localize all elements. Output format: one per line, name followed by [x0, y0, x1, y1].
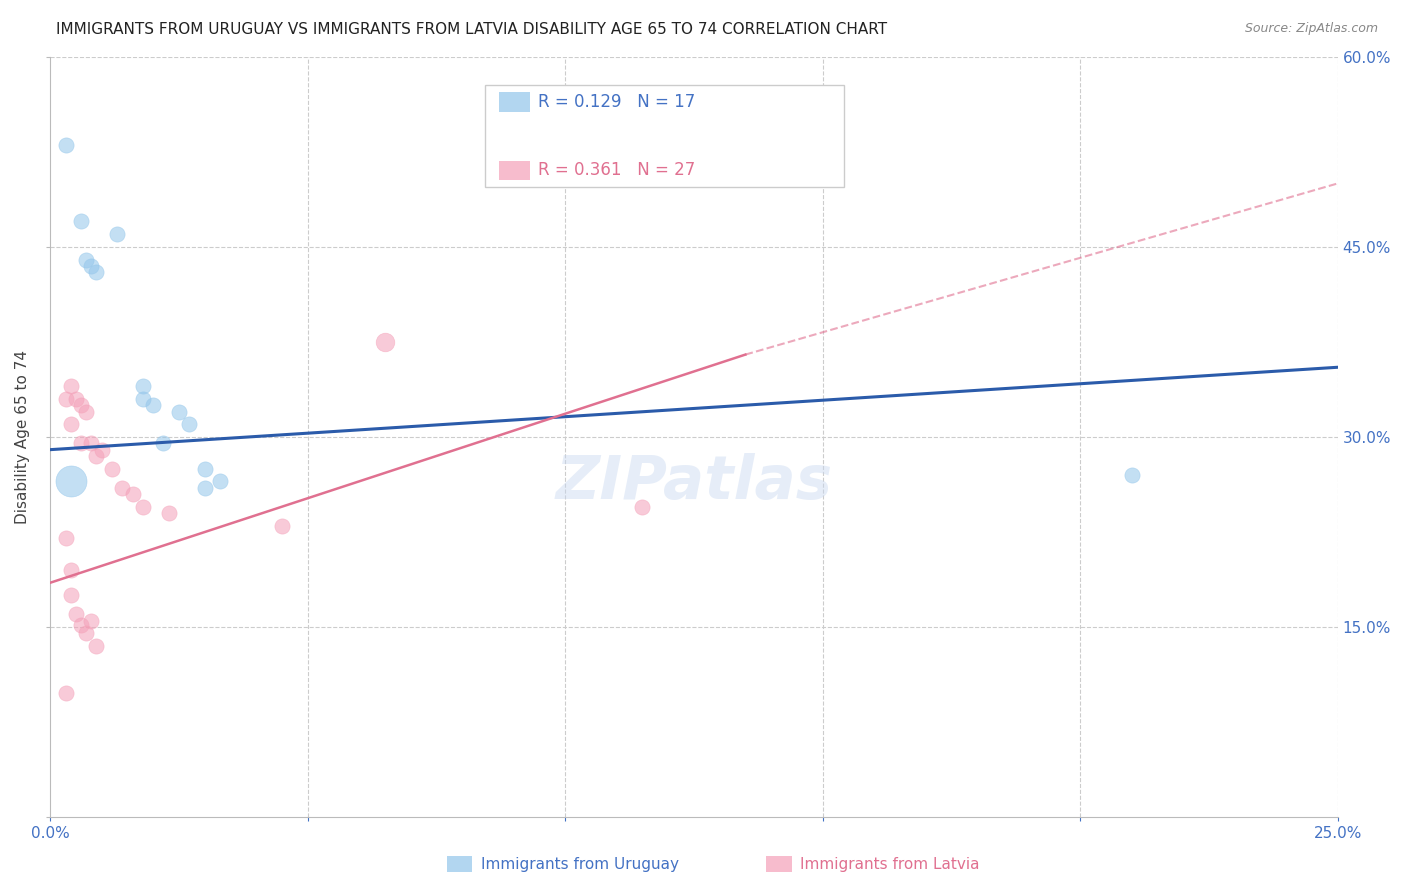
- Point: [105, 227, 128, 242]
- Point: [70, 436, 93, 450]
- Point: [75, 404, 97, 418]
- Point: [121, 487, 143, 501]
- Point: [55, 138, 77, 153]
- Point: [167, 404, 190, 418]
- Point: [374, 334, 396, 349]
- Point: [90, 442, 112, 457]
- Point: [65, 392, 87, 406]
- Text: R = 0.129   N = 17: R = 0.129 N = 17: [538, 93, 696, 111]
- Point: [209, 475, 232, 489]
- Point: [86, 449, 108, 463]
- Point: [70, 617, 93, 632]
- Point: [55, 686, 77, 700]
- Point: [70, 214, 93, 228]
- Point: [179, 417, 201, 432]
- Point: [101, 461, 124, 475]
- Point: [59, 563, 82, 577]
- Point: [59, 589, 82, 603]
- Point: [75, 626, 97, 640]
- Point: [631, 500, 654, 514]
- Text: IMMIGRANTS FROM URUGUAY VS IMMIGRANTS FROM LATVIA DISABILITY AGE 65 TO 74 CORREL: IMMIGRANTS FROM URUGUAY VS IMMIGRANTS FR…: [56, 22, 887, 37]
- Point: [55, 532, 77, 546]
- Text: Source: ZipAtlas.com: Source: ZipAtlas.com: [1244, 22, 1378, 36]
- Text: Immigrants from Latvia: Immigrants from Latvia: [800, 857, 980, 871]
- Point: [132, 379, 155, 393]
- Point: [55, 392, 77, 406]
- Point: [65, 607, 87, 622]
- Point: [142, 398, 165, 412]
- Point: [80, 436, 103, 450]
- Point: [75, 252, 97, 267]
- Text: Immigrants from Uruguay: Immigrants from Uruguay: [481, 857, 679, 871]
- Point: [86, 265, 108, 279]
- Point: [59, 379, 82, 393]
- Point: [132, 392, 155, 406]
- Point: [111, 481, 134, 495]
- Point: [194, 461, 217, 475]
- Point: [59, 417, 82, 432]
- Point: [152, 436, 174, 450]
- Point: [80, 259, 103, 273]
- Point: [59, 475, 82, 489]
- Point: [70, 398, 93, 412]
- Text: R = 0.361   N = 27: R = 0.361 N = 27: [538, 161, 696, 179]
- Point: [132, 500, 155, 514]
- Point: [1121, 468, 1143, 483]
- Point: [270, 518, 292, 533]
- Point: [80, 614, 103, 628]
- Y-axis label: Disability Age 65 to 74: Disability Age 65 to 74: [15, 350, 30, 524]
- Point: [86, 639, 108, 653]
- Text: ZIPatlas: ZIPatlas: [555, 453, 832, 512]
- Point: [157, 506, 180, 520]
- Point: [194, 481, 217, 495]
